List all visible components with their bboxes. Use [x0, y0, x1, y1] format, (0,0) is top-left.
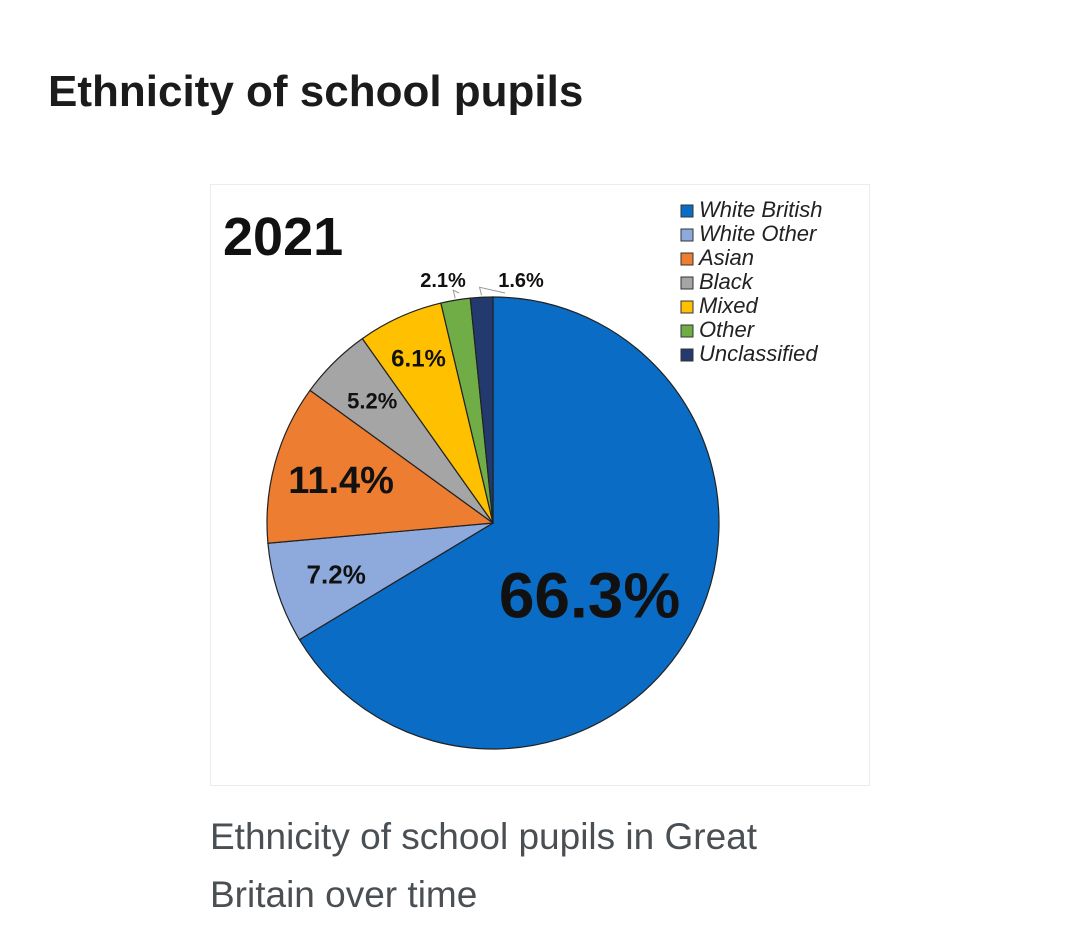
legend-label-white-british: White British — [699, 197, 822, 222]
pie-slice-asian — [266, 389, 495, 544]
legend-swatch-white-british — [680, 204, 694, 218]
slice-label-unclassified: 1.6% — [498, 270, 544, 292]
legend-swatch-unclassified — [680, 348, 694, 362]
legend-label-black: Black — [699, 269, 754, 294]
legend-label-mixed: Mixed — [699, 293, 758, 318]
pie-chart: 2021 66.3% 7.2% 11.4% 5.2% 6.1% 2.1% 1.6% Whit… — [223, 197, 822, 750]
legend-label-other: Other — [699, 317, 756, 342]
pie-slice-white-other — [267, 522, 494, 641]
legend-swatch-white-other — [680, 228, 694, 242]
leader-line-unclassified — [478, 286, 506, 296]
slice-label-other: 2.1% — [420, 270, 466, 292]
legend-swatch-asian — [680, 252, 694, 266]
slice-labels: 66.3% 7.2% 11.4% 5.2% 6.1% 2.1% 1.6% — [288, 270, 680, 631]
slice-label-white-other: 7.2% — [307, 559, 366, 589]
legend-label-asian: Asian — [697, 245, 754, 270]
pie-chart-figure: 2021 66.3% 7.2% 11.4% 5.2% 6.1% 2.1% 1.6% Whit… — [210, 184, 870, 786]
legend-swatch-mixed — [680, 300, 694, 314]
chart-title: 2021 — [223, 207, 343, 267]
figure-caption: Ethnicity of school pupils in Great Brit… — [210, 816, 758, 915]
slice-label-white-british: 66.3% — [499, 559, 680, 631]
pie-slice-white-british — [298, 296, 720, 750]
legend-label-unclassified: Unclassified — [699, 341, 818, 366]
pie-slice-unclassified — [469, 296, 494, 524]
legend-swatch-other — [680, 324, 694, 338]
slice-label-mixed: 6.1% — [391, 346, 446, 373]
pie-slices — [266, 296, 720, 750]
leader-line-other — [452, 289, 460, 299]
legend-label-white-other: White Other — [699, 221, 818, 246]
slice-label-asian: 11.4% — [288, 460, 394, 502]
page-title: Ethnicity of school pupils — [48, 67, 584, 116]
slice-label-black: 5.2% — [347, 389, 397, 414]
legend-swatch-black — [680, 276, 694, 290]
